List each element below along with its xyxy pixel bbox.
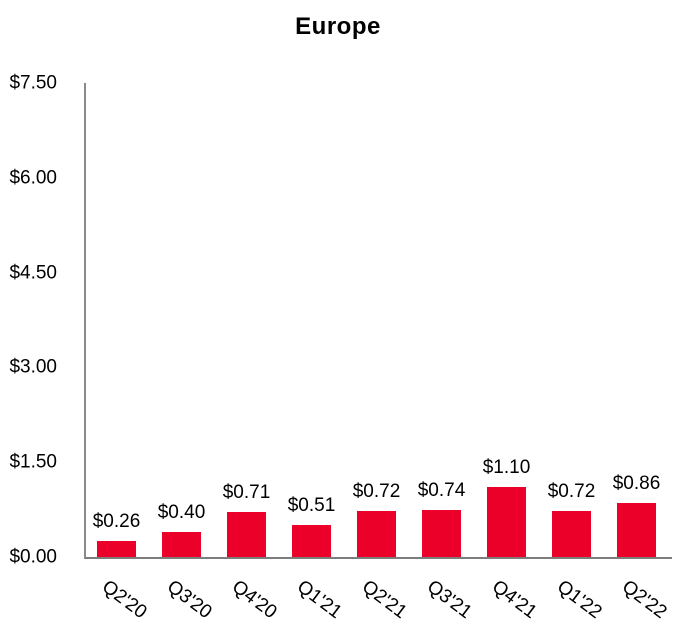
plot-area: $0.26 $0.40 $0.71 $0.51 $0.72 $0.74 $1.10 $0.72… xyxy=(84,83,672,559)
y-axis-tick-label: $6.00 xyxy=(9,167,57,189)
x-axis-tick-label: Q1'21 xyxy=(292,576,346,624)
bar xyxy=(422,510,461,557)
x-axis-tick-label: Q3'20 xyxy=(162,576,216,624)
bar xyxy=(487,487,526,557)
bar-value-label: $0.72 xyxy=(352,481,401,502)
bar-value-label: $0.72 xyxy=(547,481,596,502)
chart-title: Europe xyxy=(295,13,381,40)
x-axis-tick-label: Q2'20 xyxy=(97,576,151,624)
y-axis-tick-label: $7.50 xyxy=(9,72,57,94)
x-axis-tick-label: Q4'21 xyxy=(487,576,541,624)
bar xyxy=(292,525,331,557)
bar-value-label: $0.40 xyxy=(157,502,206,523)
bar xyxy=(357,511,396,557)
x-axis-tick-label: Q2'22 xyxy=(617,576,671,624)
bar xyxy=(552,511,591,557)
x-axis-tick-label: Q3'21 xyxy=(422,576,476,624)
x-axis-tick-label: Q2'21 xyxy=(357,576,411,624)
bar-value-label: $0.86 xyxy=(612,473,661,494)
y-axis-tick-label: $0.00 xyxy=(9,546,57,568)
bar xyxy=(227,512,266,557)
bar-value-label: $0.51 xyxy=(287,495,336,516)
bar-value-label: $0.26 xyxy=(92,511,141,532)
bar xyxy=(162,532,201,557)
y-axis-tick-label: $3.00 xyxy=(9,356,57,378)
x-axis-tick-label: Q4'20 xyxy=(227,576,281,624)
bar-value-label: $0.74 xyxy=(417,480,466,501)
x-axis-tick-label: Q1'22 xyxy=(552,576,606,624)
bar xyxy=(97,541,136,557)
bar-value-label: $1.10 xyxy=(482,457,531,478)
bar xyxy=(617,503,656,557)
y-axis-tick-label: $4.50 xyxy=(9,262,57,284)
y-axis-tick-label: $1.50 xyxy=(9,451,57,473)
bar-value-label: $0.71 xyxy=(222,482,271,503)
